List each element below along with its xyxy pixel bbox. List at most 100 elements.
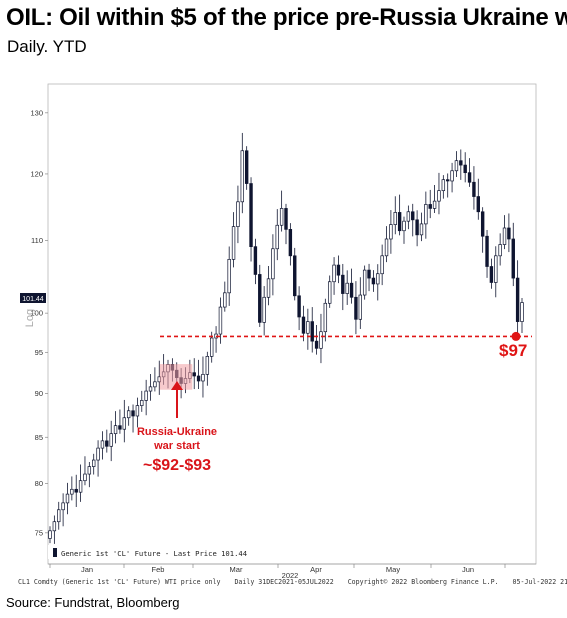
candle-body xyxy=(406,211,411,222)
last-price-tag: 101.44 xyxy=(20,293,46,303)
candle-body xyxy=(371,277,376,285)
candle-body xyxy=(454,160,459,172)
candle-body xyxy=(135,405,140,417)
candle-body xyxy=(397,212,402,232)
candle-body xyxy=(384,238,389,257)
candle-body xyxy=(74,488,78,493)
candle-body xyxy=(419,223,424,236)
candle-body xyxy=(393,212,397,225)
candle-body xyxy=(450,170,454,182)
candle-body xyxy=(310,321,314,342)
candle-body xyxy=(349,282,354,298)
page-title: OIL: Oil within $5 of the price pre-Russ… xyxy=(6,4,567,31)
candle-body xyxy=(314,340,319,349)
candle-body xyxy=(118,425,122,430)
footer-timestamp: 05-Jul-2022 21:04:29 xyxy=(512,578,567,586)
candle-body xyxy=(258,274,262,323)
candle-body xyxy=(201,373,205,382)
last-price-box xyxy=(20,293,46,303)
candle-body xyxy=(415,219,419,236)
candle-body xyxy=(109,433,113,447)
candle-body xyxy=(332,264,336,283)
source-note: Source: Fundstrat, Bloomberg xyxy=(6,595,180,610)
candle-body xyxy=(122,417,127,430)
candle-body xyxy=(144,390,148,401)
last-price-value: 101.44 xyxy=(22,296,44,303)
candle-body xyxy=(131,410,135,417)
y-tick-label: 75 xyxy=(35,528,43,537)
annotation-line1: Russia-Ukraine xyxy=(137,426,217,438)
candle-body xyxy=(480,211,485,237)
candle-body xyxy=(262,296,266,323)
candle-body xyxy=(126,410,131,419)
candle-body xyxy=(428,204,432,209)
candle-body xyxy=(78,480,83,493)
candle-body xyxy=(288,229,293,257)
reference-dot xyxy=(511,331,521,341)
candle-body xyxy=(472,181,476,197)
y-tick-label: 95 xyxy=(35,348,43,357)
candle-body xyxy=(271,248,275,280)
candle-body xyxy=(498,244,502,257)
candle-body xyxy=(209,337,214,357)
candle-body xyxy=(411,211,415,221)
candle-body xyxy=(227,259,231,294)
candle-body xyxy=(284,208,288,230)
y-tick-label: 90 xyxy=(35,389,43,398)
candle-body xyxy=(91,459,96,467)
legend: Generic 1st 'CL' Future - Last Price 101… xyxy=(48,545,247,559)
candle-body xyxy=(389,224,393,240)
candle-body xyxy=(323,302,328,333)
candle-body xyxy=(502,227,507,245)
candle-body xyxy=(61,502,65,511)
candle-body xyxy=(336,264,341,276)
candle-body xyxy=(83,473,87,482)
candle-body xyxy=(432,200,437,209)
candle-body xyxy=(306,321,310,334)
y-tick-label: 130 xyxy=(30,108,43,117)
candle-body xyxy=(341,274,345,294)
candle-body xyxy=(345,282,349,294)
legend-frame xyxy=(48,545,218,559)
candle-body xyxy=(266,278,271,298)
x-tick-label: Jan xyxy=(81,565,93,574)
legend-text: Generic 1st 'CL' Future - Last Price 101… xyxy=(61,549,247,558)
x-tick-label: Mar xyxy=(230,565,243,574)
candle-body xyxy=(240,150,245,203)
candle-body xyxy=(511,238,515,279)
candle-body xyxy=(244,150,249,184)
candle-body xyxy=(70,488,74,495)
candle-body xyxy=(297,295,301,318)
candle-body xyxy=(367,269,371,279)
candle-body xyxy=(319,331,323,349)
candle-body xyxy=(231,226,236,260)
candle-body xyxy=(236,201,240,227)
reference-label: $97 xyxy=(499,341,527,360)
plot-area xyxy=(47,83,537,565)
candle-body xyxy=(463,164,467,174)
y-tick-label: 80 xyxy=(35,479,43,488)
candle-body xyxy=(87,466,92,475)
candle-body xyxy=(424,204,428,225)
x-axis: Jan Feb Mar Apr May Jun xyxy=(48,563,536,574)
candle-body xyxy=(205,356,210,375)
candle-body xyxy=(402,220,406,232)
candle-body xyxy=(96,447,100,461)
candle-body xyxy=(140,400,144,406)
candle-body xyxy=(100,440,105,449)
y-tick-label: 100 xyxy=(30,309,43,318)
footer-ticker: CL1 Comdty (Generic 1st 'CL' Future) WTI… xyxy=(18,578,221,586)
y-axis: 75 80 85 90 95 100 110 120 130 xyxy=(30,108,48,537)
candle-body xyxy=(57,509,61,523)
footer-copyright: Copyright© 2022 Bloomberg Finance L.P. xyxy=(347,578,499,586)
candle-body xyxy=(223,292,227,308)
candle-body xyxy=(445,179,450,182)
candle-body xyxy=(494,255,498,283)
candle-body xyxy=(476,196,481,213)
candle-body xyxy=(467,172,472,183)
footer-info: CL1 Comdty (Generic 1st 'CL' Future) WTI… xyxy=(18,578,567,586)
x-tick-label: Feb xyxy=(152,565,165,574)
footer-range: Daily 31DEC2021-05JUL2022 xyxy=(234,578,334,586)
candle-body xyxy=(275,224,279,250)
